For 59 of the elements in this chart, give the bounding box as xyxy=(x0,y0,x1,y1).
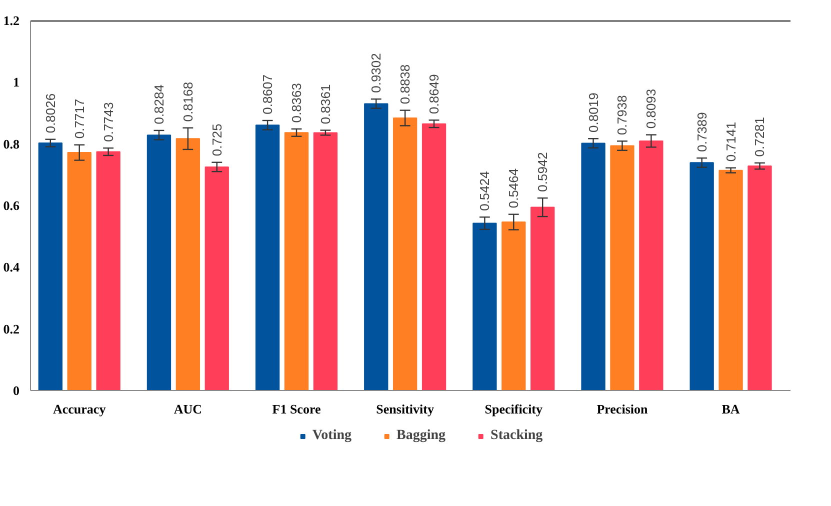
x-tick-label: F1 Score xyxy=(272,402,321,416)
data-label: 0.8649 xyxy=(426,74,442,114)
y-tick-label: 1.2 xyxy=(3,13,20,28)
data-label: 0.7389 xyxy=(694,112,710,152)
bar xyxy=(422,123,446,390)
x-tick-label: Precision xyxy=(596,402,648,416)
bar xyxy=(581,142,606,390)
bar xyxy=(639,140,664,390)
data-label: 0.8838 xyxy=(398,64,413,104)
y-tick-label: 0.4 xyxy=(3,260,20,275)
bar xyxy=(364,103,388,390)
bar xyxy=(472,222,497,390)
bar xyxy=(38,142,62,390)
bar xyxy=(67,152,92,390)
data-label: 0.5424 xyxy=(477,171,492,211)
data-label: 0.8019 xyxy=(586,92,601,132)
bar xyxy=(146,134,172,390)
bar xyxy=(530,206,555,390)
bar xyxy=(610,145,634,390)
data-label: 0.5942 xyxy=(535,152,550,192)
legend-label: Stacking xyxy=(490,428,543,444)
bar xyxy=(313,132,338,390)
data-label: 0.8093 xyxy=(644,88,659,129)
bar xyxy=(255,124,280,390)
y-tick-label: 0.6 xyxy=(3,198,20,213)
bar xyxy=(284,132,309,390)
data-label: 0.8168 xyxy=(180,82,196,122)
bar xyxy=(96,151,120,390)
bar xyxy=(392,117,418,390)
y-tick-label: 0.8 xyxy=(3,136,20,152)
bar xyxy=(502,222,526,390)
x-tick-label: AUC xyxy=(174,402,202,416)
data-label: 0.8363 xyxy=(289,83,304,123)
data-label: 0.5464 xyxy=(506,168,522,208)
legend-label: Bagging xyxy=(396,428,446,444)
data-label: 0.9302 xyxy=(368,53,384,93)
x-tick-label: BA xyxy=(722,402,740,416)
data-label: 0.7743 xyxy=(100,102,116,142)
data-label: 0.8026 xyxy=(42,93,58,134)
x-tick-label: Specificity xyxy=(484,402,544,416)
bar xyxy=(204,166,229,390)
y-tick-label: 0 xyxy=(13,383,20,398)
data-label: 0.7281 xyxy=(752,116,768,157)
data-label: 0.8607 xyxy=(260,74,276,114)
data-label: 0.8284 xyxy=(151,84,166,124)
y-tick-label: 0.2 xyxy=(3,321,20,336)
x-tick-label: Sensitivity xyxy=(376,402,434,416)
x-tick-label: Accuracy xyxy=(53,402,106,416)
legend-label: Voting xyxy=(312,428,352,444)
bar xyxy=(176,138,200,390)
data-label: 0.8361 xyxy=(318,84,333,124)
data-label: 0.7141 xyxy=(723,122,738,162)
data-label: 0.725 xyxy=(209,124,224,156)
data-label: 0.7938 xyxy=(614,95,630,135)
bar xyxy=(718,170,743,390)
bar xyxy=(748,166,772,390)
y-tick-label: 1 xyxy=(13,74,20,90)
data-label: 0.7717 xyxy=(72,98,87,139)
bar xyxy=(690,162,714,390)
